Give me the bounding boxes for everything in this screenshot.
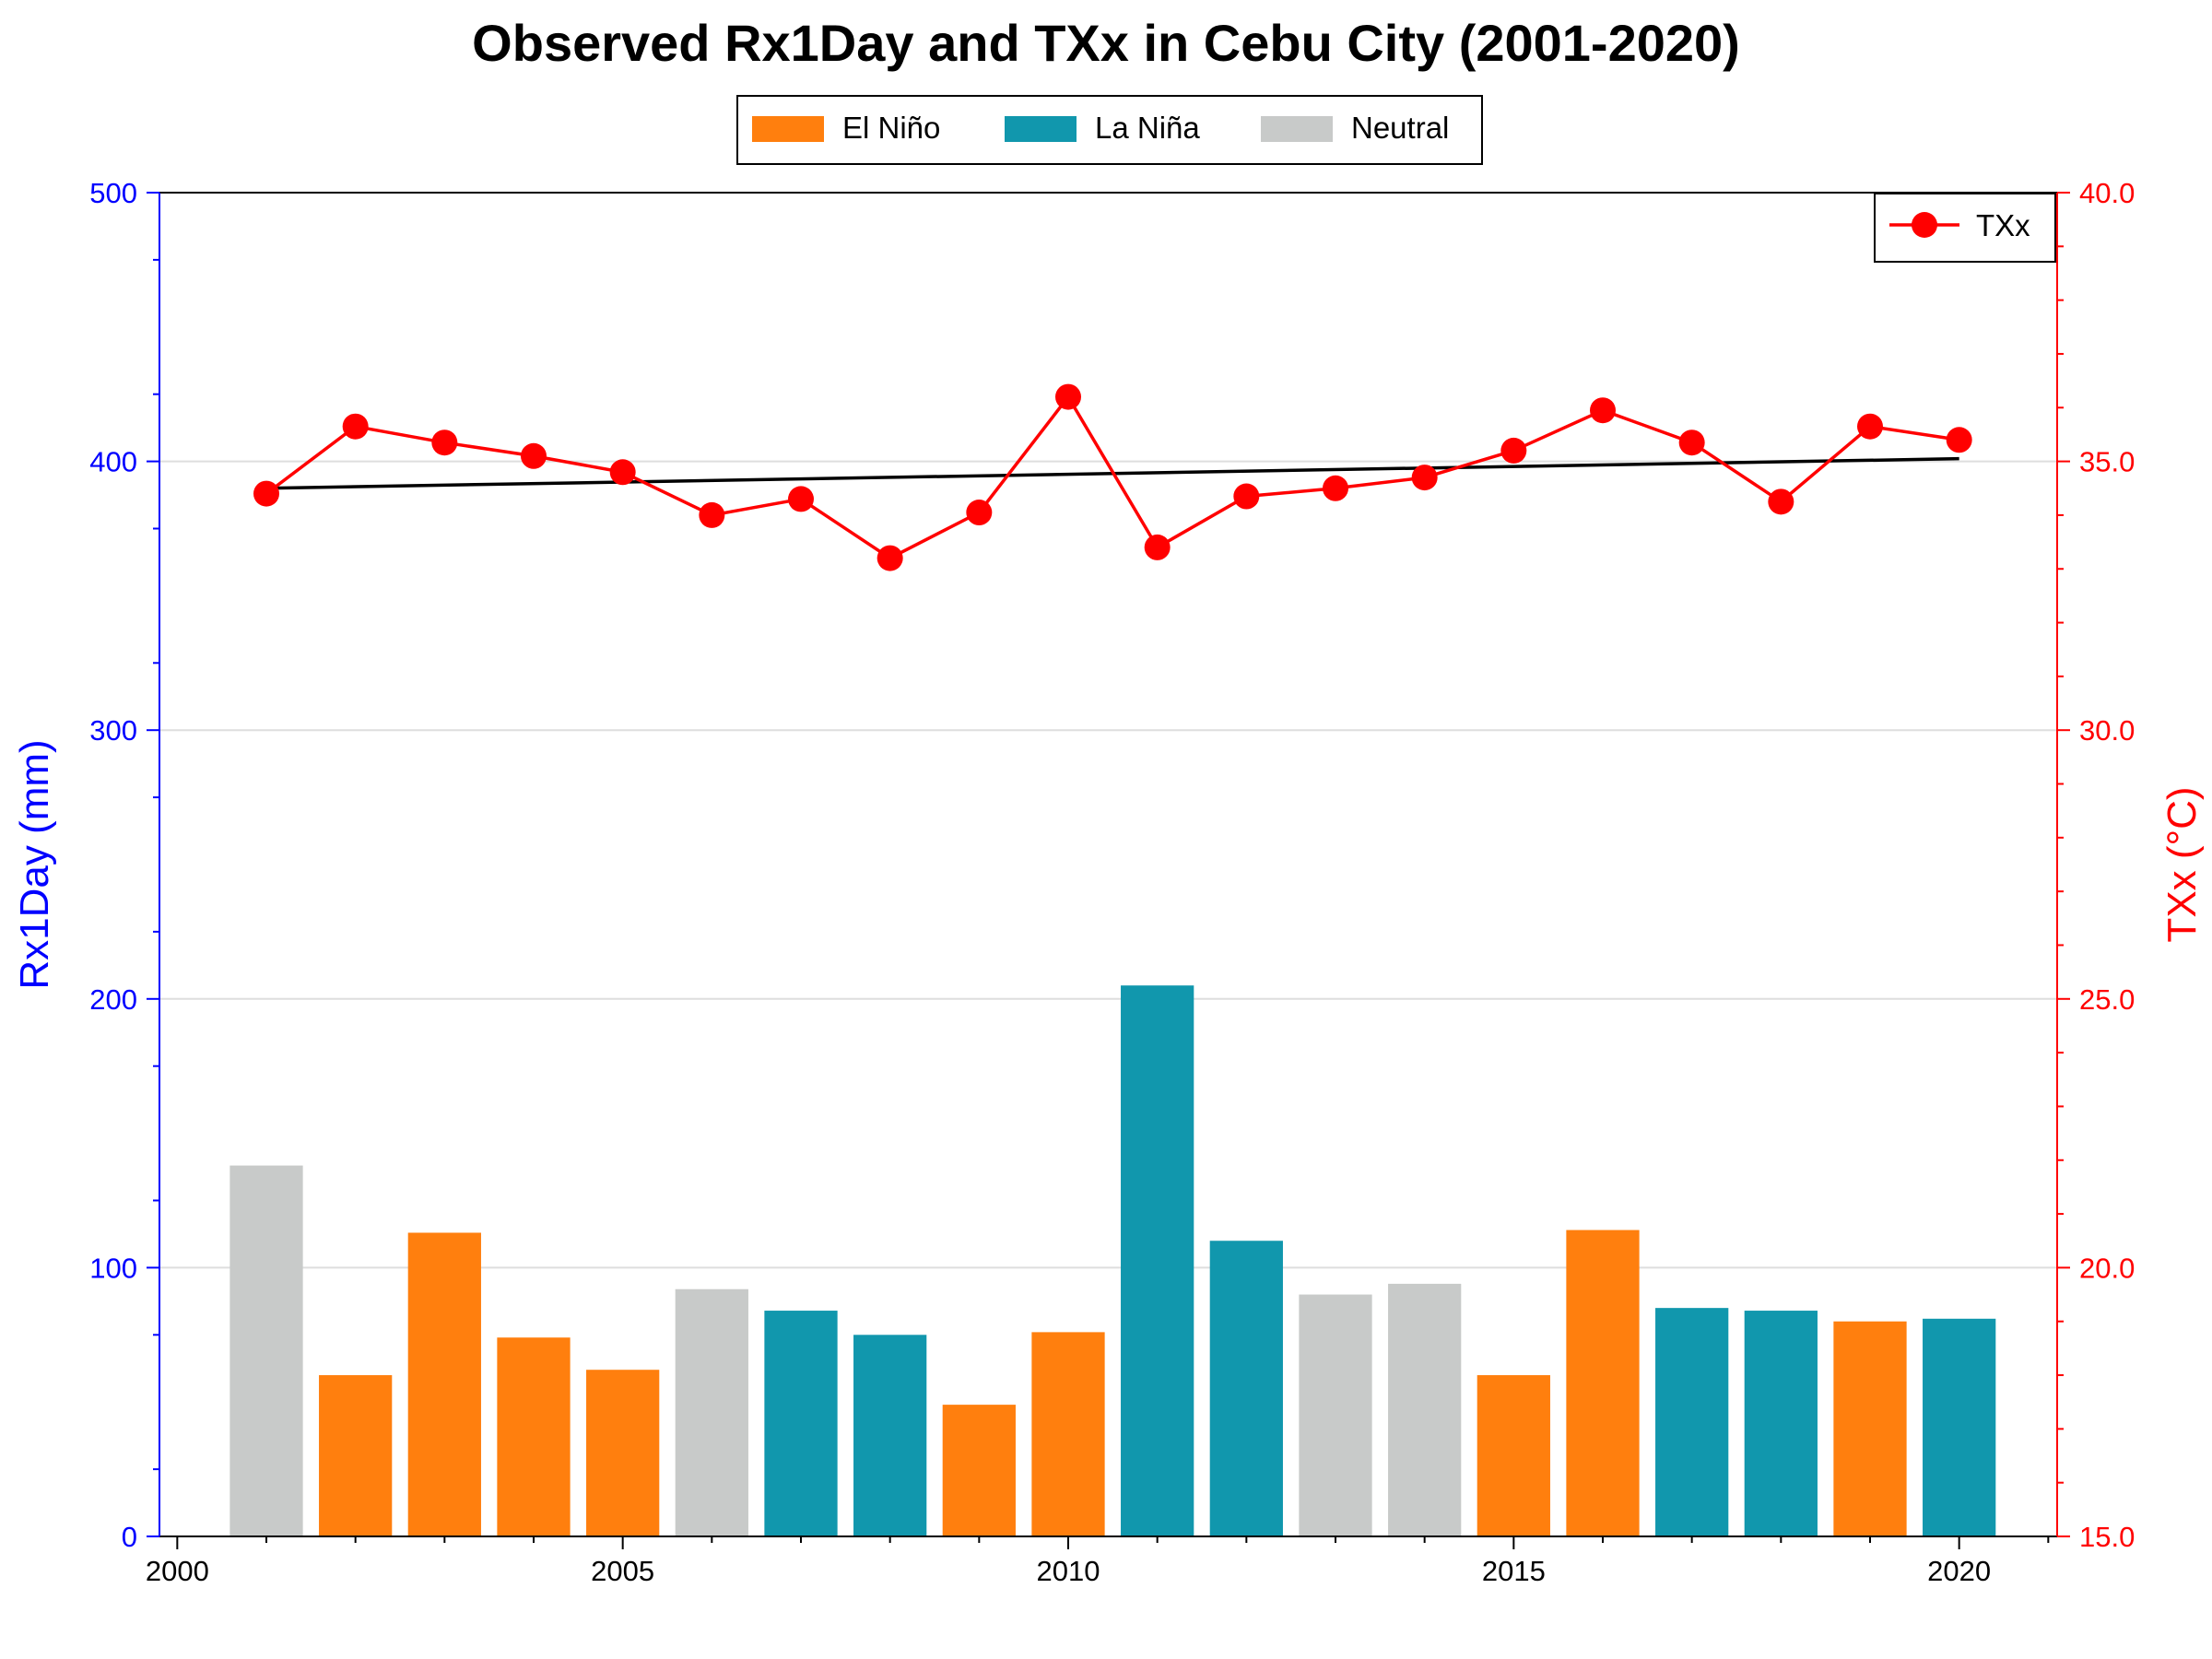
x-tick-label: 2010 bbox=[1037, 1555, 1100, 1587]
bar-2019 bbox=[1833, 1321, 1907, 1536]
right-tick-label: 35.0 bbox=[2079, 446, 2135, 478]
bar-2011 bbox=[1121, 985, 1194, 1536]
txx-legend-marker bbox=[1912, 212, 1937, 238]
legend-label-2: Neutral bbox=[1351, 111, 1449, 145]
bar-2004 bbox=[497, 1337, 571, 1536]
txx-point-2009 bbox=[966, 500, 993, 526]
txx-point-2006 bbox=[699, 501, 725, 528]
legend-label-0: El Niño bbox=[842, 111, 940, 145]
right-tick-label: 30.0 bbox=[2079, 714, 2135, 747]
txx-point-2020 bbox=[1946, 427, 1972, 453]
txx-point-2017 bbox=[1678, 429, 1705, 456]
right-tick-label: 20.0 bbox=[2079, 1252, 2135, 1284]
txx-legend-label: TXx bbox=[1976, 208, 2030, 242]
bar-2007 bbox=[764, 1311, 838, 1536]
txx-point-2015 bbox=[1500, 437, 1527, 464]
txx-point-2004 bbox=[521, 442, 547, 469]
txx-point-2010 bbox=[1055, 383, 1081, 410]
left-tick-label: 500 bbox=[89, 177, 137, 209]
grid-lines bbox=[159, 460, 2057, 1269]
legend-swatch-0 bbox=[752, 116, 824, 142]
txx-point-2018 bbox=[1768, 488, 1794, 515]
txx-point-2016 bbox=[1590, 397, 1616, 424]
txx-point-2019 bbox=[1857, 413, 1883, 440]
bars-group bbox=[229, 985, 1996, 1536]
right-tick-label: 15.0 bbox=[2079, 1521, 2135, 1553]
left-tick-label: 200 bbox=[89, 983, 137, 1016]
txx-line-group bbox=[253, 383, 1972, 571]
bar-2020 bbox=[1923, 1318, 1996, 1536]
txx-point-2003 bbox=[431, 429, 458, 456]
txx-point-2011 bbox=[1144, 534, 1171, 560]
txx-legend-box bbox=[1874, 193, 2056, 263]
txx-line bbox=[265, 394, 1959, 560]
bar-2014 bbox=[1388, 1283, 1462, 1536]
bar-2010 bbox=[1031, 1332, 1105, 1536]
bar-2003 bbox=[407, 1232, 481, 1536]
txx-point-2008 bbox=[877, 545, 903, 571]
bar-2015 bbox=[1477, 1375, 1550, 1536]
left-tick-label: 400 bbox=[89, 446, 137, 478]
legend-swatch-2 bbox=[1261, 116, 1333, 142]
right-tick-label: 40.0 bbox=[2079, 177, 2135, 209]
bar-2018 bbox=[1744, 1311, 1818, 1536]
x-tick-label: 2015 bbox=[1482, 1555, 1546, 1587]
x-tick-label: 2020 bbox=[1927, 1555, 1991, 1587]
right-axis-label: TXx (°C) bbox=[2159, 786, 2205, 942]
x-tick-label: 2005 bbox=[591, 1555, 654, 1587]
bar-2013 bbox=[1299, 1294, 1372, 1536]
bar-2005 bbox=[586, 1370, 660, 1536]
bar-2012 bbox=[1209, 1241, 1283, 1536]
left-axis-label: Rx1Day (mm) bbox=[12, 739, 57, 989]
txx-point-2005 bbox=[609, 459, 636, 486]
bar-2016 bbox=[1566, 1230, 1640, 1536]
bar-2017 bbox=[1655, 1308, 1729, 1536]
left-tick-label: 100 bbox=[89, 1252, 137, 1284]
bar-2008 bbox=[853, 1335, 927, 1536]
txx-point-2014 bbox=[1411, 465, 1438, 491]
txx-point-2007 bbox=[788, 486, 814, 512]
txx-point-2001 bbox=[253, 480, 279, 507]
chart-title: Observed Rx1Day and TXx in Cebu City (20… bbox=[472, 14, 1740, 72]
bar-2001 bbox=[229, 1165, 303, 1536]
legends-group: El Niño La Niña Neutral TXx bbox=[736, 95, 2056, 263]
legend-swatch-1 bbox=[1005, 116, 1077, 142]
left-tick-label: 300 bbox=[89, 714, 137, 747]
txx-point-2013 bbox=[1323, 475, 1348, 501]
bar-2002 bbox=[319, 1375, 393, 1536]
txx-point-2012 bbox=[1233, 483, 1260, 510]
left-tick-label: 0 bbox=[122, 1521, 137, 1553]
enso-legend-box bbox=[736, 95, 1483, 165]
axes-group: 0 100 200 300 400 500 15.0 20.0 25.0 30.0 35.0 40.0… bbox=[12, 177, 2205, 1587]
txx-point-2002 bbox=[342, 413, 369, 440]
bar-2006 bbox=[675, 1288, 748, 1536]
bar-2009 bbox=[942, 1405, 1016, 1536]
x-tick-label: 2000 bbox=[146, 1555, 209, 1587]
right-tick-label: 25.0 bbox=[2079, 983, 2135, 1016]
legend-label-1: La Niña bbox=[1095, 111, 1200, 145]
